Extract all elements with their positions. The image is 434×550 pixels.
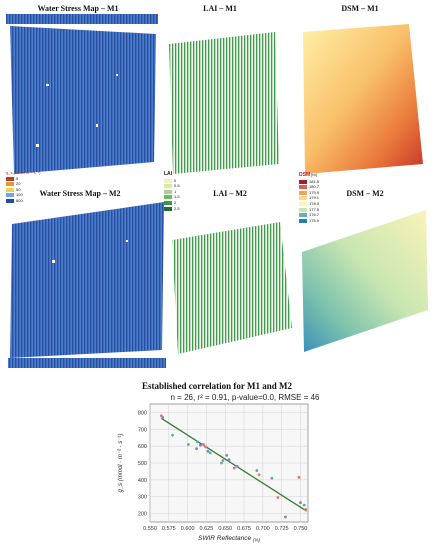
y-tick-label: 600 — [138, 444, 147, 450]
legend-item: 1 — [164, 189, 180, 195]
legend-item: 175.9 — [299, 218, 319, 224]
legend-item: 50 — [6, 187, 40, 193]
figure-title: Established correlation for M1 and M2 — [142, 381, 292, 391]
data-point — [208, 451, 212, 455]
water-stress-legend-title: g_s (mmol m⁻² s⁻¹) — [6, 170, 41, 175]
x-tick-label: 0.675 — [237, 526, 251, 532]
correlation-scatter-chart: 200 300 400 500 600 700 800 0.550 0.575 0.600 0.62… — [118, 403, 309, 543]
dsm-legend-title: DSM — [299, 172, 311, 178]
data-point — [221, 459, 225, 462]
y-tick-label: 300 — [138, 495, 147, 501]
y-tick-label: 400 — [138, 478, 147, 484]
lai-legend: LAI 0 0.5 1 1.5 2 2.5 — [164, 171, 180, 212]
data-point — [161, 416, 165, 419]
legend-item: 0 — [6, 176, 40, 182]
legend-item: 179.1 — [299, 195, 319, 201]
legend-item: 2.5 — [164, 206, 180, 212]
legend-item: 0.5 — [164, 183, 180, 189]
data-point — [235, 464, 239, 468]
data-point — [220, 461, 223, 465]
data-point — [276, 496, 280, 499]
water-stress-map-m2 — [8, 202, 166, 368]
data-point — [232, 466, 236, 470]
y-axis-label: g_s (mmol · m⁻² · s⁻¹) — [118, 434, 124, 493]
data-point — [257, 473, 261, 477]
data-point — [302, 503, 306, 507]
dsm-legend-unit: [m] — [311, 172, 317, 177]
x-tick-label: 0.575 — [162, 526, 176, 532]
data-point — [196, 440, 199, 444]
lai-map-m1 — [169, 32, 279, 174]
panel-title-dsm-m2: DSM – M2 — [346, 189, 384, 198]
legend-item: 179.9 — [299, 190, 319, 196]
data-point — [202, 443, 205, 446]
y-tick-label: 800 — [138, 410, 147, 416]
data-point — [284, 515, 287, 519]
data-point — [270, 476, 274, 480]
dsm-map-m1 — [303, 24, 423, 174]
data-point — [195, 447, 199, 451]
legend-item: 1.5 — [164, 194, 180, 200]
x-tick-label: 0.700 — [256, 526, 270, 532]
data-point — [255, 469, 259, 472]
legend-item: 100 — [6, 192, 40, 198]
water-stress-map-m1 — [6, 14, 158, 174]
x-tick-label: 0.750 — [294, 526, 308, 532]
x-tick-label: 0.600 — [181, 526, 195, 532]
legend-item: 181.5 — [299, 179, 319, 185]
trend-line — [160, 417, 307, 512]
data-point — [297, 475, 301, 479]
data-point — [206, 449, 210, 453]
y-tick-label: 500 — [138, 461, 147, 467]
lai-legend-title: LAI — [164, 171, 173, 177]
data-point — [186, 443, 190, 446]
x-tick-label: 0.650 — [218, 526, 232, 532]
data-point — [171, 433, 174, 437]
y-tick-label: 200 — [138, 512, 147, 518]
x-tick-label: 0.725 — [275, 526, 289, 532]
data-point — [204, 445, 208, 449]
panel-title-lai-m1: LAI – M1 — [203, 4, 237, 13]
lai-map-m2 — [172, 222, 292, 354]
chart-subtitle: n = 26, r² = 0.91, p-value=0.0, RMSE = 4… — [170, 393, 320, 402]
x-tick-label: 0.625 — [200, 526, 214, 532]
data-point — [304, 507, 308, 511]
data-point — [225, 454, 229, 457]
legend-item: 2 — [164, 200, 180, 206]
data-point — [299, 501, 302, 505]
legend-item: 177.5 — [299, 207, 319, 213]
legend-item: 0 — [164, 178, 180, 184]
x-tick-label: 0.550 — [143, 526, 157, 532]
dsm-legend: DSM [m] 181.5 180.7 179.9 179.1 178.3 17… — [299, 172, 319, 223]
y-tick-label: 700 — [138, 427, 147, 433]
panel-title-dsm-m1: DSM – M1 — [341, 4, 379, 13]
panel-title-lai-m2: LAI – M2 — [213, 189, 247, 198]
legend-item: 800 — [6, 198, 40, 204]
legend-item: 176.7 — [299, 212, 319, 218]
legend-item: 178.3 — [299, 201, 319, 207]
legend-item: 20 — [6, 181, 40, 187]
panel-title-ws-m1: Water Stress Map – M1 — [37, 4, 119, 13]
data-point — [199, 443, 202, 447]
water-stress-legend: g_s (mmol m⁻² s⁻¹) 0 20 50 100 800 — [6, 170, 40, 204]
x-axis-label: SWIR Reflectance (%) — [198, 535, 260, 543]
data-point — [227, 458, 231, 462]
legend-item: 180.7 — [299, 184, 319, 190]
dsm-map-m2 — [302, 210, 428, 352]
panel-title-ws-m2: Water Stress Map – M2 — [39, 189, 121, 198]
